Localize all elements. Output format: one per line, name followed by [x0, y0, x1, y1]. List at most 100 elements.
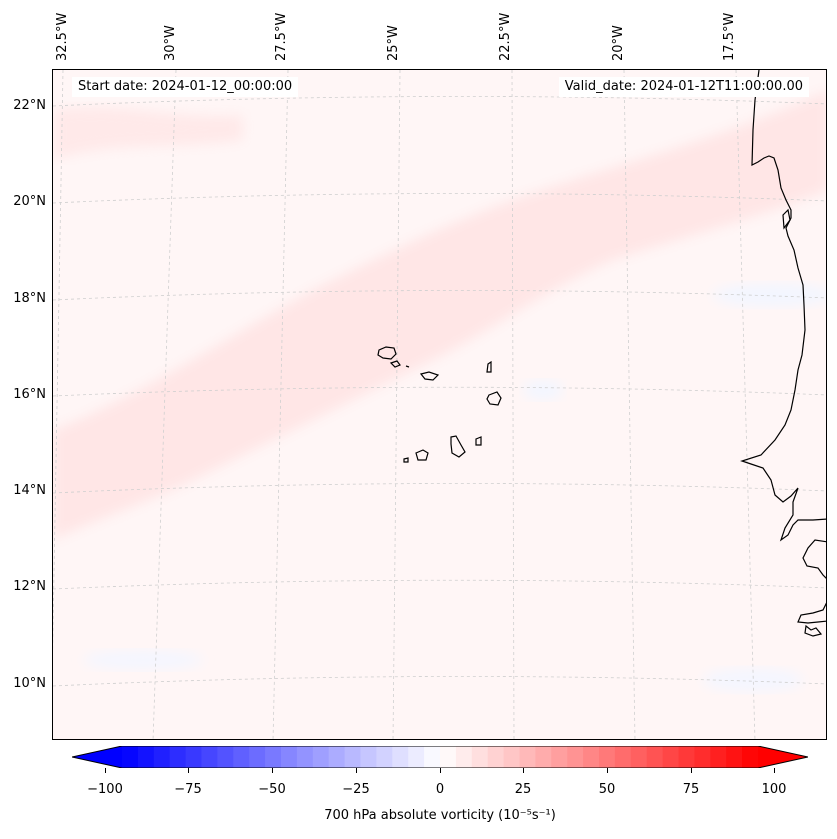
island-sao-nicolau [419, 371, 440, 381]
colorbar-tick-label: 25 [514, 782, 532, 797]
island-sal [486, 360, 492, 373]
colorbar-segment [440, 746, 457, 768]
colorbar-segment [710, 746, 727, 768]
lat-label-22n: 22°N [13, 98, 46, 113]
colorbar-tickmark [774, 768, 775, 773]
colorbar-segment [217, 746, 234, 768]
lat-label-16n: 16°N [13, 387, 46, 402]
colorbar-segment [694, 746, 711, 768]
coastline-detail [802, 539, 826, 579]
vorticity-band-positive [53, 90, 826, 540]
coastline-detail [797, 602, 826, 624]
colorbar-segment [487, 746, 505, 768]
lon-label-30w: 30°W [163, 25, 178, 61]
lon-label-17-5w: 17.5°W [722, 12, 737, 61]
colorbar-segment [265, 746, 282, 768]
colorbar-tickmark [607, 768, 608, 773]
colorbar-segment [678, 746, 695, 768]
colorbar-segment [360, 746, 377, 768]
island-maio [475, 436, 482, 446]
colorbar-segment [455, 746, 473, 768]
lon-label-32-5w: 32.5°W [55, 12, 70, 61]
coastline-detail [782, 208, 791, 230]
island-fogo [415, 449, 429, 461]
colorbar-segment [662, 746, 679, 768]
colorbar-tickmark [105, 768, 106, 773]
colorbar-tickmark [188, 768, 189, 773]
colorbar-label: 700 hPa absolute vorticity (10⁻⁵s⁻¹) [324, 808, 556, 823]
colorbar-tick-label: −75 [174, 782, 202, 797]
colorbar-segment [169, 746, 187, 768]
valid-date-label: Valid_date: 2024-01-12T11:00:00.00 [558, 77, 809, 97]
colorbar-segment [392, 746, 409, 768]
lon-label-25w: 25°W [386, 25, 401, 61]
colorbar-segment [726, 746, 743, 768]
african-coastline [740, 70, 826, 542]
vorticity-patch-negative [83, 650, 203, 670]
colorbar-segment [137, 746, 155, 768]
island-brava [403, 457, 409, 463]
colorbar-tick-label: 0 [435, 782, 445, 797]
colorbar-segment [312, 746, 330, 768]
colorbar-segment [201, 746, 218, 768]
colorbar-segment [599, 746, 616, 768]
colorbar-tick-label: 75 [682, 782, 700, 797]
lat-label-10n: 10°N [13, 676, 46, 691]
lon-label-22-5w: 22.5°W [498, 12, 513, 61]
island-santiago [450, 435, 466, 458]
vorticity-patch-negative [713, 283, 826, 307]
cape-verde-islands [377, 346, 502, 463]
colorbar-segment [249, 746, 266, 768]
lat-label-20n: 20°N [13, 194, 46, 209]
map-panel [52, 69, 827, 740]
colorbar-segment [153, 746, 171, 768]
colorbar-tickmark [356, 768, 357, 773]
colorbar-segment [424, 746, 441, 768]
colorbar-segment [646, 746, 664, 768]
colorbar-tickmark [691, 768, 692, 773]
colorbar-extend-max [758, 746, 808, 768]
colorbar-tick-label: 50 [598, 782, 616, 797]
colorbar-tick-label: −25 [342, 782, 370, 797]
colorbar-segment [535, 746, 552, 768]
vorticity-map [53, 70, 826, 739]
colorbar-segment [567, 746, 584, 768]
colorbar-segment [630, 746, 648, 768]
graticule [53, 70, 826, 739]
colorbar-segment [344, 746, 361, 768]
colorbar-segment [503, 746, 520, 768]
island-santo-antao [377, 346, 397, 360]
colorbar-segment [328, 746, 346, 768]
island-santa-luzia [405, 365, 410, 368]
colorbar-extend-min [72, 746, 122, 768]
vorticity-patch-north [53, 107, 243, 160]
vorticity-patch-negative [523, 380, 563, 400]
colorbar-segment [185, 746, 202, 768]
island-sao-vicente [389, 360, 401, 368]
colorbar-segment [551, 746, 568, 768]
colorbar-segment [408, 746, 425, 768]
lat-label-18n: 18°N [13, 291, 46, 306]
colorbar-segment [614, 746, 632, 768]
lon-label-27-5w: 27.5°W [274, 12, 289, 61]
colorbar-segment [376, 746, 393, 768]
colorbar-segment [471, 746, 489, 768]
colorbar-segment [519, 746, 536, 768]
colorbar-segment [583, 746, 600, 768]
lat-label-12n: 12°N [13, 579, 46, 594]
colorbar-tickmark [272, 768, 273, 773]
colorbar-segment [233, 746, 250, 768]
colorbar-tick-label: −50 [258, 782, 286, 797]
start-date-label: Start date: 2024-01-12_00:00:00 [72, 77, 299, 97]
colorbar-tick-label: 100 [761, 782, 787, 797]
coastline-detail [804, 624, 823, 637]
colorbar-segment [296, 746, 314, 768]
lon-label-20w: 20°W [611, 25, 626, 61]
lat-label-14n: 14°N [13, 483, 46, 498]
colorbar-segment [281, 746, 298, 768]
colorbar-segment [122, 746, 139, 768]
vorticity-patch-negative [703, 668, 803, 692]
colorbar-segment [742, 746, 759, 768]
island-boa-vista [486, 391, 502, 406]
colorbar-tick-label: −100 [87, 782, 123, 797]
